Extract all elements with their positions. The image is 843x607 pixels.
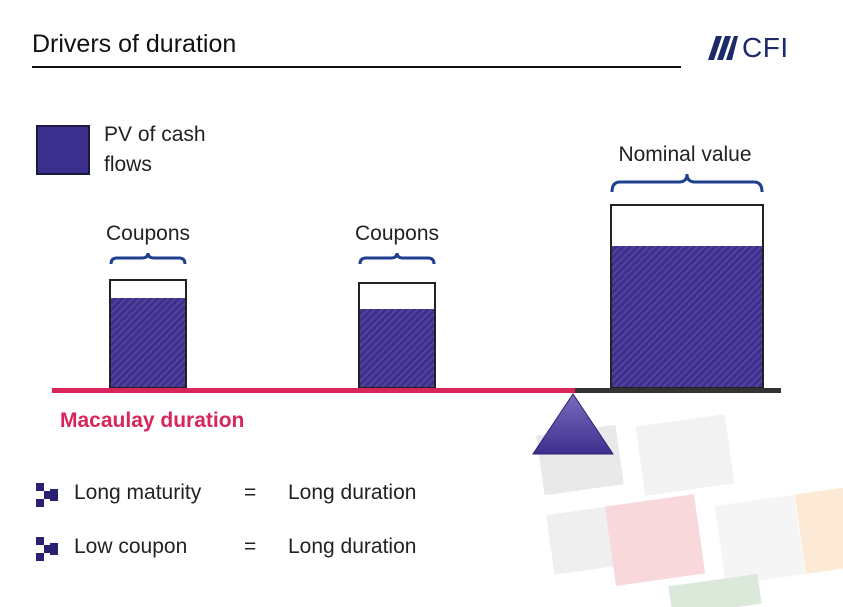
cfi-stripes-icon (708, 36, 738, 60)
brace-icon (358, 252, 436, 265)
bullet-right-text: Long duration (288, 481, 417, 504)
bar-coupons-2 (358, 282, 436, 389)
bar-label-nominal: Nominal value (618, 143, 752, 166)
bar-nominal-value (610, 204, 764, 389)
logo-text: CFI (742, 32, 789, 63)
bullet-left-text: Long maturity (74, 481, 202, 504)
pv-fill (360, 308, 434, 387)
legend-label: PV of cash flows (104, 123, 206, 176)
cfi-logo: CFI (704, 32, 789, 64)
brace-icon (109, 252, 187, 265)
bullet-left-text: Low coupon (74, 535, 188, 558)
bar-coupons-1 (109, 279, 187, 389)
brace-icon (610, 173, 764, 193)
bullet-right-text: Long duration (288, 535, 417, 558)
background-tiles (536, 414, 843, 607)
macaulay-duration-label: Macaulay duration (60, 409, 245, 432)
legend-swatch (36, 125, 90, 175)
bullet-equals: = (244, 481, 257, 504)
bullet-squares-icon (36, 537, 58, 561)
bullet-squares-icon (36, 483, 58, 507)
duration-beam-left (52, 388, 575, 393)
bullet-equals: = (244, 535, 257, 558)
page-title: Drivers of duration (32, 30, 237, 58)
pv-fill (111, 297, 185, 387)
fulcrum-icon (532, 393, 614, 455)
pv-fill (612, 245, 762, 387)
duration-beam-right (575, 388, 781, 393)
bar-label-coupons-2: Coupons (354, 222, 440, 245)
bar-label-coupons-1: Coupons (105, 222, 191, 245)
title-divider (32, 66, 681, 68)
